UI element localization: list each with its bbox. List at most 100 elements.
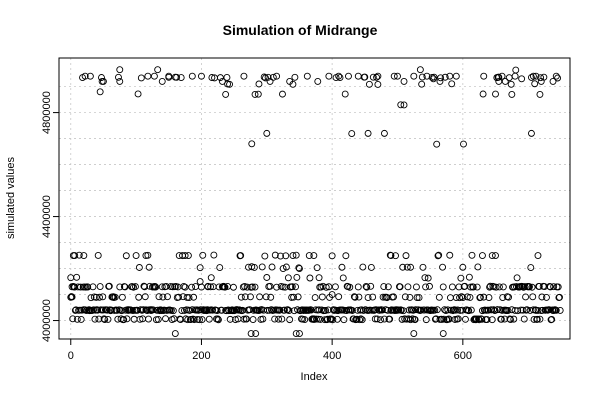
data-point — [252, 330, 260, 337]
data-point — [180, 283, 188, 290]
data-point — [418, 73, 426, 81]
data-point — [529, 72, 537, 80]
data-point — [130, 315, 138, 323]
data-point — [99, 77, 107, 85]
data-point — [210, 251, 218, 259]
data-point — [241, 293, 249, 301]
data-point — [87, 294, 95, 302]
data-point — [231, 316, 239, 324]
data-point — [141, 283, 149, 291]
data-point — [546, 283, 554, 291]
data-point — [292, 283, 299, 291]
data-point — [538, 293, 546, 301]
data-point — [207, 274, 215, 282]
y-tick-label: 4000000 — [41, 299, 53, 342]
data-point — [507, 316, 514, 324]
data-point — [529, 293, 537, 301]
data-point — [145, 315, 152, 323]
data-point — [357, 315, 365, 323]
data-point — [380, 315, 388, 323]
data-point — [196, 316, 203, 324]
data-point — [529, 306, 537, 314]
data-point — [71, 252, 79, 260]
data-point — [523, 306, 531, 314]
data-point — [441, 73, 449, 81]
data-points — [67, 66, 564, 338]
data-point — [446, 72, 454, 80]
data-point — [536, 315, 544, 323]
data-point — [410, 330, 418, 337]
data-point — [134, 90, 142, 98]
data-point — [402, 252, 410, 260]
data-point — [142, 252, 150, 260]
data-point — [120, 316, 128, 324]
data-point — [282, 252, 290, 260]
data-point — [207, 283, 215, 291]
data-point — [67, 274, 75, 282]
data-point — [248, 283, 256, 291]
data-point — [307, 306, 315, 314]
data-point — [426, 282, 433, 290]
data-point — [81, 306, 89, 314]
data-point — [556, 293, 563, 301]
data-point — [149, 306, 157, 314]
data-point — [552, 72, 560, 80]
data-point — [406, 293, 414, 301]
data-point — [141, 293, 149, 301]
data-point — [111, 293, 119, 301]
data-point — [536, 90, 544, 98]
data-point — [463, 293, 471, 301]
data-point — [550, 283, 558, 291]
data-point — [356, 316, 364, 324]
data-point — [251, 283, 259, 291]
data-point — [335, 72, 343, 80]
data-point — [185, 294, 193, 302]
data-point — [171, 330, 179, 337]
data-point — [333, 315, 341, 323]
data-point — [294, 293, 302, 301]
data-point — [77, 283, 85, 291]
data-point — [495, 77, 503, 85]
data-point — [181, 252, 189, 260]
data-point — [89, 283, 97, 291]
data-point — [315, 306, 323, 314]
data-point — [226, 315, 234, 323]
data-point — [537, 74, 545, 82]
data-point — [136, 315, 144, 323]
data-point — [354, 72, 362, 80]
data-point — [247, 293, 254, 301]
data-point — [275, 315, 283, 323]
data-point — [198, 316, 206, 323]
data-point — [266, 282, 274, 290]
data-point — [290, 293, 298, 301]
data-point — [329, 316, 337, 324]
data-point — [377, 316, 384, 324]
data-point — [439, 263, 447, 271]
data-point — [268, 263, 276, 271]
data-point — [98, 74, 105, 81]
data-point — [422, 316, 430, 324]
data-point — [390, 293, 398, 301]
data-point — [446, 251, 454, 259]
data-point — [73, 273, 81, 281]
data-point — [494, 306, 501, 314]
data-point — [441, 306, 448, 314]
x-tick-label: 0 — [68, 350, 74, 362]
data-point — [105, 282, 113, 290]
data-point — [123, 315, 131, 323]
data-point — [271, 251, 279, 259]
data-point — [96, 283, 104, 291]
data-point — [412, 306, 420, 314]
data-point — [348, 307, 356, 314]
data-point — [480, 293, 488, 301]
data-point — [341, 90, 349, 98]
data-point — [292, 330, 300, 337]
data-point — [411, 316, 419, 324]
data-point — [477, 293, 484, 301]
data-point — [413, 294, 421, 302]
data-point — [190, 316, 198, 324]
data-point — [353, 315, 361, 323]
data-point — [475, 315, 482, 323]
x-tick-label: 400 — [323, 350, 341, 362]
data-point — [314, 77, 322, 85]
